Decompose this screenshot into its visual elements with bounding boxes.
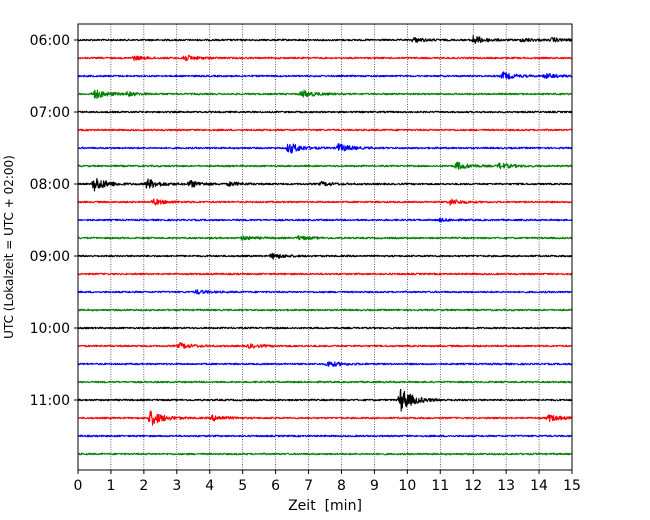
y-tick-label: 10:00 [30, 321, 70, 337]
y-axis: 06:00 07:00 08:00 09:00 10:00 11:00 [30, 33, 78, 409]
x-tick-label: 13 [497, 478, 515, 494]
y-tick-label: 06:00 [30, 33, 70, 49]
x-axis: 0 1 2 3 4 5 6 7 8 9 10 11 12 13 14 15 [74, 470, 581, 494]
trace-line [77, 326, 573, 330]
x-tick-label: 5 [238, 478, 247, 494]
trace-line [77, 54, 573, 62]
x-tick-label: 11 [431, 478, 449, 494]
y-axis-label: UTC (Lokalzeit = UTC + 02:00) [2, 155, 16, 339]
trace-line [77, 308, 573, 312]
x-tick-label: 10 [398, 478, 416, 494]
x-tick-label: 15 [563, 478, 581, 494]
trace-line [77, 128, 573, 132]
grid-lines [110, 24, 540, 470]
x-tick-label: 0 [74, 478, 83, 494]
y-tick-label: 07:00 [30, 105, 70, 121]
x-axis-label: Zeit [min] [288, 498, 362, 514]
x-tick-label: 7 [304, 478, 313, 494]
seismogram-traces [77, 35, 573, 456]
trace-line [77, 198, 573, 206]
trace-line [77, 434, 573, 438]
y-tick-label: 11:00 [30, 393, 70, 409]
trace-line [77, 272, 573, 276]
x-tick-label: 9 [370, 478, 379, 494]
x-tick-label: 8 [337, 478, 346, 494]
plot-frame [77, 23, 573, 471]
trace-line [77, 361, 573, 367]
trace-line [77, 110, 573, 114]
trace-line [77, 35, 573, 45]
y-tick-label: 08:00 [30, 177, 70, 193]
trace-line [77, 161, 573, 170]
trace-line [77, 388, 573, 412]
trace-line [77, 71, 573, 80]
trace-line [77, 89, 573, 99]
trace-line [77, 235, 573, 241]
x-tick-label: 6 [271, 478, 280, 494]
x-tick-label: 4 [205, 478, 214, 494]
trace-line [77, 380, 573, 384]
trace-line [77, 252, 573, 260]
trace-line [77, 217, 573, 223]
trace-line [77, 341, 573, 349]
x-tick-label: 2 [139, 478, 148, 494]
trace-line [77, 177, 573, 192]
x-tick-label: 14 [530, 478, 548, 494]
trace-line [77, 289, 573, 295]
trace-line [77, 143, 573, 154]
trace-line [77, 410, 573, 426]
x-tick-label: 1 [106, 478, 115, 494]
x-tick-label: 12 [464, 478, 482, 494]
trace-line [77, 452, 573, 456]
y-tick-label: 09:00 [30, 249, 70, 265]
x-tick-label: 3 [172, 478, 181, 494]
